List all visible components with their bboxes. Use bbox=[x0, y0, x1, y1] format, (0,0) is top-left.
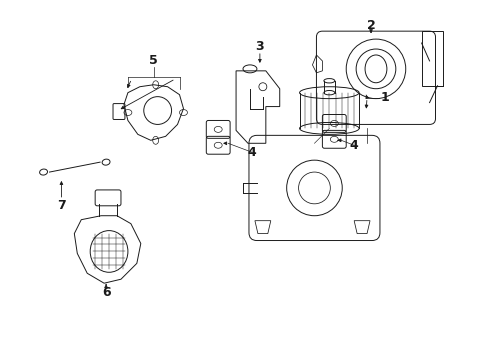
Text: 3: 3 bbox=[255, 40, 264, 53]
Text: 5: 5 bbox=[149, 54, 158, 67]
Ellipse shape bbox=[323, 78, 334, 83]
Text: 7: 7 bbox=[57, 199, 66, 212]
Ellipse shape bbox=[102, 159, 110, 165]
Text: 6: 6 bbox=[102, 285, 110, 299]
Text: 4: 4 bbox=[349, 139, 358, 152]
Ellipse shape bbox=[365, 55, 386, 83]
Ellipse shape bbox=[323, 90, 334, 95]
Text: 1: 1 bbox=[380, 91, 388, 104]
Ellipse shape bbox=[40, 169, 47, 175]
Text: 4: 4 bbox=[247, 146, 256, 159]
Text: 2: 2 bbox=[366, 19, 375, 32]
